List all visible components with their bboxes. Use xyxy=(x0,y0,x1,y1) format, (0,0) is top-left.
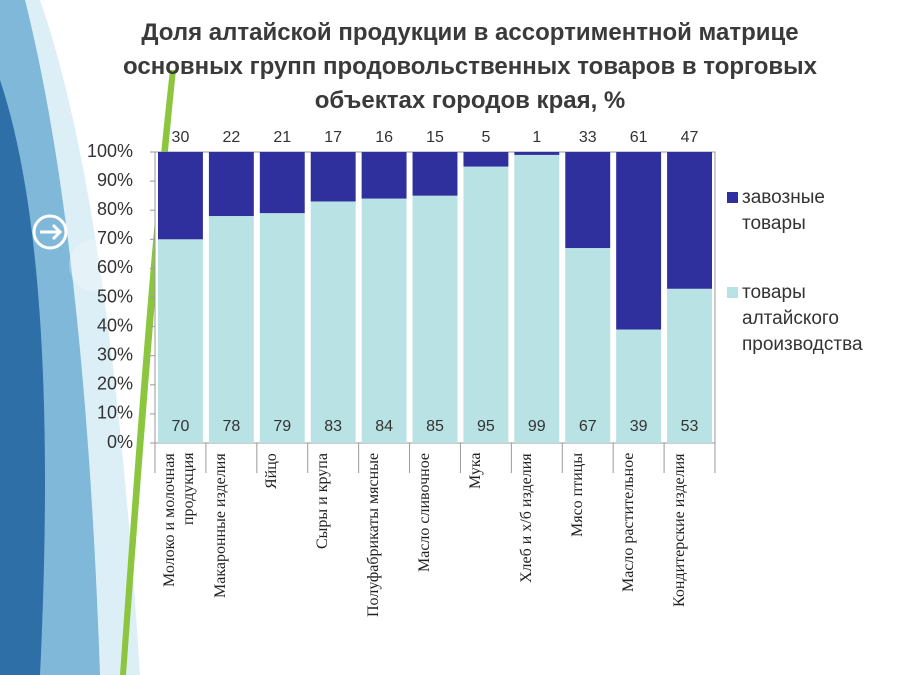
x-tick-label: Хлеб и х/б изделия xyxy=(517,453,535,583)
data-label: 84 xyxy=(375,418,393,435)
data-label: 15 xyxy=(426,129,444,146)
y-tick-label: 50% xyxy=(97,286,133,306)
bar-segment xyxy=(565,248,611,443)
bar-segment xyxy=(616,329,662,443)
bar-segment xyxy=(514,152,560,155)
y-tick-label: 60% xyxy=(97,257,133,277)
decor-swoosh xyxy=(120,70,176,675)
x-tick-label: Мука xyxy=(466,453,484,490)
decor-band xyxy=(0,80,45,675)
data-label: 79 xyxy=(273,418,291,435)
bar-segment xyxy=(208,216,254,443)
data-label: 67 xyxy=(579,418,597,435)
bar-segment xyxy=(361,198,407,443)
x-tick-label: Масло сливочное xyxy=(416,453,433,572)
data-label: 5 xyxy=(481,129,490,146)
data-label: 30 xyxy=(172,129,190,146)
data-label: 99 xyxy=(528,418,546,435)
legend-swatch xyxy=(727,287,738,298)
data-label: 47 xyxy=(681,129,699,146)
x-tick-label: Кондитерские изделия xyxy=(670,453,688,607)
y-tick-label: 10% xyxy=(97,403,133,423)
data-label: 33 xyxy=(579,129,597,146)
data-label: 17 xyxy=(324,129,342,146)
data-label: 83 xyxy=(324,418,342,435)
legend-label: товары алтайского производства xyxy=(742,282,863,355)
bar-segment xyxy=(616,152,662,330)
bar-segment xyxy=(463,152,509,167)
bar-segment xyxy=(463,166,509,444)
chart-title: Доля алтайской продукции в ассортиментно… xyxy=(123,19,817,114)
y-tick-label: 0% xyxy=(107,432,133,452)
data-label: 70 xyxy=(172,418,190,435)
data-label: 85 xyxy=(426,418,444,435)
x-tick-label: Яйцо xyxy=(263,453,281,489)
bar-segment xyxy=(361,152,407,199)
bar-segment xyxy=(667,288,712,443)
x-tick-label: Мясо птицы xyxy=(568,453,586,538)
decor-icon xyxy=(32,214,68,250)
bar-segment xyxy=(310,201,356,443)
y-tick-label: 90% xyxy=(97,170,133,190)
x-tick-label: Сыры и крупа xyxy=(314,453,332,549)
bar-segment xyxy=(259,152,305,214)
y-tick-label: 80% xyxy=(97,199,133,219)
bar-segment xyxy=(259,213,305,443)
bar-segment xyxy=(158,239,203,443)
data-label: 78 xyxy=(222,418,240,435)
y-tick-label: 100% xyxy=(87,141,133,161)
legend-label: завозные товары xyxy=(742,187,825,234)
data-label: 21 xyxy=(273,129,291,146)
bar-segment xyxy=(310,152,356,202)
x-tick-label: Масло растительное xyxy=(619,453,637,593)
y-tick-label: 70% xyxy=(97,228,133,248)
x-tick-label: Макаронные изделия xyxy=(212,453,230,598)
bar-segment xyxy=(667,152,712,289)
x-tick-label: Полуфабрикаты мясные xyxy=(365,453,383,618)
bar-segment xyxy=(514,154,560,443)
x-tick-label: Молоко и молочная продукция xyxy=(161,453,198,587)
bar-segment xyxy=(412,195,458,443)
data-label: 39 xyxy=(630,418,648,435)
data-label: 53 xyxy=(681,418,699,435)
bar-segment xyxy=(565,152,611,249)
bar-segment xyxy=(158,152,203,240)
decor-icon xyxy=(69,239,121,291)
data-label: 95 xyxy=(477,418,495,435)
legend-swatch xyxy=(727,192,738,203)
bar-segment xyxy=(412,152,458,196)
data-label: 61 xyxy=(630,129,648,146)
y-tick-label: 40% xyxy=(97,315,133,335)
data-label: 1 xyxy=(532,129,541,146)
data-label: 22 xyxy=(222,129,240,146)
data-label: 16 xyxy=(375,129,393,146)
decor-icon xyxy=(40,223,63,241)
y-tick-label: 20% xyxy=(97,374,133,394)
decor-icon xyxy=(122,184,154,216)
y-tick-label: 30% xyxy=(97,344,133,364)
bar-segment xyxy=(208,152,254,217)
